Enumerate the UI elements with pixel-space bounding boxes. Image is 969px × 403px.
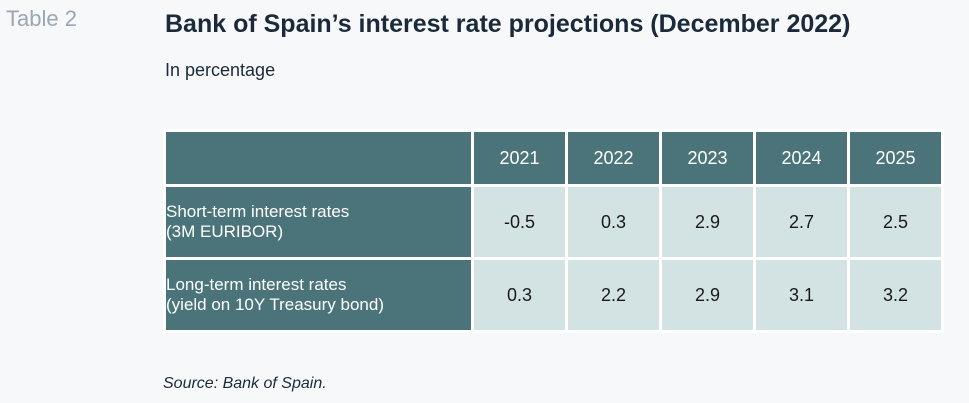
table-row: Short-term interest rates (3M EURIBOR) -… bbox=[163, 184, 944, 260]
table-cell: 3.2 bbox=[847, 257, 944, 333]
row-label-line: (3M EURIBOR) bbox=[166, 222, 284, 241]
row-label-short-term: Short-term interest rates (3M EURIBOR) bbox=[163, 184, 474, 260]
header-row: 2021 2022 2023 2024 2025 bbox=[163, 129, 944, 187]
table-cell: 2.2 bbox=[565, 257, 662, 333]
page-title: Bank of Spain’s interest rate projection… bbox=[165, 10, 851, 38]
interest-rate-table: 2021 2022 2023 2024 2025 Short-term inte… bbox=[163, 129, 944, 333]
table-cell: 2.7 bbox=[753, 184, 850, 260]
year-header-2022: 2022 bbox=[565, 129, 662, 187]
row-label-line: Long-term interest rates bbox=[166, 275, 347, 294]
source-note: Source: Bank of Spain. bbox=[163, 375, 327, 392]
table-cell: -0.5 bbox=[471, 184, 568, 260]
header-corner-cell bbox=[163, 129, 474, 187]
page-subtitle: In percentage bbox=[165, 60, 276, 80]
year-header-2021: 2021 bbox=[471, 129, 568, 187]
table-number: Table 2 bbox=[6, 6, 77, 31]
year-header-2023: 2023 bbox=[659, 129, 756, 187]
year-header-2025: 2025 bbox=[847, 129, 944, 187]
year-header-2024: 2024 bbox=[753, 129, 850, 187]
table-cell: 2.9 bbox=[659, 184, 756, 260]
row-label-line: Short-term interest rates bbox=[166, 202, 350, 221]
table-cell: 0.3 bbox=[565, 184, 662, 260]
row-label-long-term: Long-term interest rates (yield on 10Y T… bbox=[163, 257, 474, 333]
row-label-line: (yield on 10Y Treasury bond) bbox=[166, 295, 384, 314]
table-cell: 0.3 bbox=[471, 257, 568, 333]
table-row: Long-term interest rates (yield on 10Y T… bbox=[163, 257, 944, 333]
table-cell: 2.5 bbox=[847, 184, 944, 260]
table-cell: 3.1 bbox=[753, 257, 850, 333]
table-cell: 2.9 bbox=[659, 257, 756, 333]
